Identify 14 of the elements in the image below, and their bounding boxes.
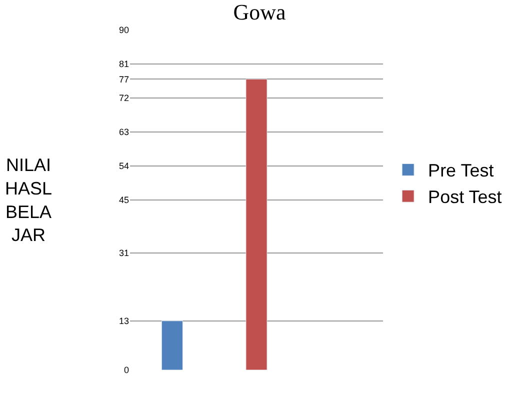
y-tick-label: 13 xyxy=(118,316,129,326)
y-tick-label: 63 xyxy=(118,127,129,138)
y-tick-label: 81 xyxy=(118,59,129,70)
y-tick-label: 45 xyxy=(118,195,129,206)
y-tick-label: 0 xyxy=(124,365,129,376)
y-tick-label: 72 xyxy=(118,93,129,104)
chart-title: Gowa xyxy=(233,0,286,24)
y-tick-label: 77 xyxy=(118,74,129,84)
y-tick-label: 90 xyxy=(118,25,129,36)
y-axis-title: NILAI HASL BELAJAR xyxy=(5,155,52,246)
legend-label: Post Test xyxy=(428,187,502,208)
y-tick-label: 54 xyxy=(118,161,129,172)
y-tick-label: 31 xyxy=(118,248,129,258)
legend-label: Pre Test xyxy=(428,160,494,181)
